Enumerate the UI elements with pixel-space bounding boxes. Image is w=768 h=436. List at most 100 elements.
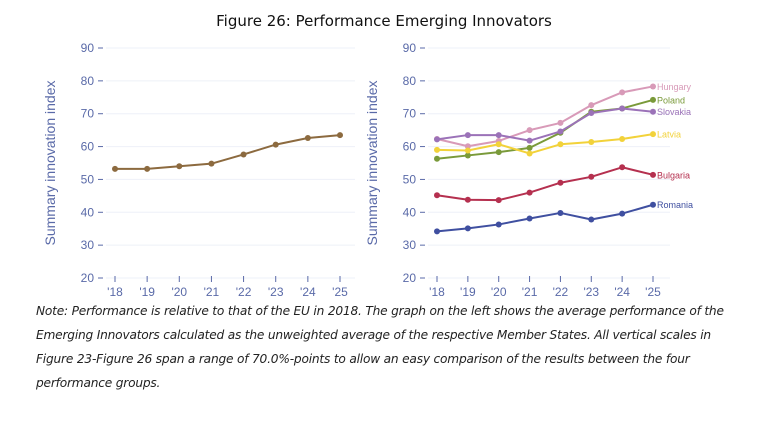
data-point <box>526 137 533 144</box>
data-point <box>526 215 533 222</box>
data-point <box>588 173 595 180</box>
series-line <box>436 133 654 155</box>
x-tick-label: '25 <box>645 285 661 299</box>
data-point <box>619 89 626 96</box>
y-tick-label: 50 <box>403 172 417 186</box>
data-point <box>464 143 471 150</box>
y-axis-label: Summary innovation index <box>364 81 380 246</box>
data-point <box>588 110 595 117</box>
data-point <box>557 179 564 186</box>
y-tick-label: 50 <box>81 172 95 186</box>
x-tick-label: '25 <box>332 285 348 299</box>
series-end-label: Bulgaria <box>657 170 690 180</box>
data-point <box>495 132 502 139</box>
x-tick-label: '24 <box>300 285 316 299</box>
series-end-label: Latvia <box>657 130 681 140</box>
data-point <box>240 151 247 158</box>
y-tick-label: 40 <box>403 205 417 219</box>
data-point <box>650 171 656 178</box>
x-tick-label: '22 <box>236 285 252 299</box>
figure-note: Note: Performance is relative to that of… <box>36 304 724 390</box>
series-line <box>436 203 654 233</box>
data-point <box>464 152 471 159</box>
data-point <box>650 108 656 115</box>
data-point <box>434 228 440 235</box>
series-slovakia: Slovakia <box>434 105 691 144</box>
data-point <box>619 136 626 143</box>
data-point <box>208 160 215 167</box>
series-hungary: Hungary <box>434 82 692 150</box>
data-point <box>557 128 564 135</box>
y-tick-label: 20 <box>403 271 417 285</box>
data-point <box>464 225 471 232</box>
data-point <box>495 141 502 148</box>
data-point <box>557 141 564 148</box>
data-point <box>588 102 595 109</box>
series-poland: Poland <box>434 95 685 162</box>
y-tick-label: 90 <box>81 41 95 55</box>
data-point <box>557 209 564 216</box>
data-point <box>112 165 118 172</box>
data-point <box>526 127 533 134</box>
y-tick-label: 70 <box>81 107 95 121</box>
chart-right-member-states: 20 30 40 50 60 70 80 90 '18 '19 '20 '21 '22 '23 '24 '25… <box>364 41 693 299</box>
data-point <box>526 144 533 151</box>
data-point <box>464 132 471 139</box>
data-point <box>557 119 564 126</box>
data-point <box>464 147 471 154</box>
y-tick-label: 70 <box>403 107 417 121</box>
data-point <box>650 201 656 208</box>
data-point <box>434 192 440 199</box>
series-emerging-innovators <box>112 132 343 172</box>
x-tick-label: '20 <box>491 285 507 299</box>
y-tick-label: 80 <box>403 74 417 88</box>
data-point <box>495 221 502 228</box>
x-tick-label: '19 <box>460 285 476 299</box>
y-tick-label: 30 <box>81 238 95 252</box>
series-line <box>436 107 654 142</box>
x-tick-label: '18 <box>107 285 123 299</box>
data-point <box>434 146 440 153</box>
y-tick-label: 60 <box>81 140 95 154</box>
data-point <box>526 150 533 157</box>
y-tick-label: 60 <box>403 140 417 154</box>
series-latvia: Latvia <box>434 130 681 157</box>
data-point <box>650 96 656 103</box>
data-point <box>588 138 595 145</box>
y-tick-label: 40 <box>81 205 95 219</box>
data-point <box>619 164 626 171</box>
y-tick-label: 30 <box>403 238 417 252</box>
x-tick-label: '24 <box>614 285 630 299</box>
data-point <box>434 136 440 143</box>
data-point <box>619 210 626 217</box>
series-romania: Romania <box>434 200 693 235</box>
series-line <box>436 166 654 202</box>
series-end-label: Slovakia <box>657 107 691 117</box>
data-point <box>495 197 502 204</box>
x-tick-label: '21 <box>522 285 538 299</box>
data-point <box>304 135 311 142</box>
y-tick-label: 90 <box>403 41 417 55</box>
x-tick-label: '22 <box>553 285 569 299</box>
data-point <box>144 165 151 172</box>
series-bulgaria: Bulgaria <box>434 164 690 204</box>
x-tick-label: '19 <box>139 285 155 299</box>
x-tick-label: '20 <box>171 285 187 299</box>
series-end-label: Hungary <box>657 82 692 92</box>
x-tick-label: '21 <box>204 285 220 299</box>
data-point <box>650 83 656 90</box>
series-line <box>115 134 341 170</box>
x-tick-label: '23 <box>268 285 284 299</box>
data-point <box>495 149 502 156</box>
series-end-label: Poland <box>657 95 685 105</box>
y-tick-label: 80 <box>81 74 95 88</box>
data-point <box>588 216 595 223</box>
charts-svg: 20 30 40 50 60 70 80 90 '18 '19 '20 '21 '22 '23 '24 '25… <box>42 41 693 299</box>
data-point <box>526 189 533 196</box>
data-point <box>464 196 471 203</box>
series-end-label: Romania <box>657 200 693 210</box>
series-line <box>436 85 654 148</box>
y-axis-label: Summary innovation index <box>42 81 58 246</box>
figure-title: Figure 26: Performance Emerging Innovato… <box>216 12 552 30</box>
data-point <box>337 132 343 139</box>
